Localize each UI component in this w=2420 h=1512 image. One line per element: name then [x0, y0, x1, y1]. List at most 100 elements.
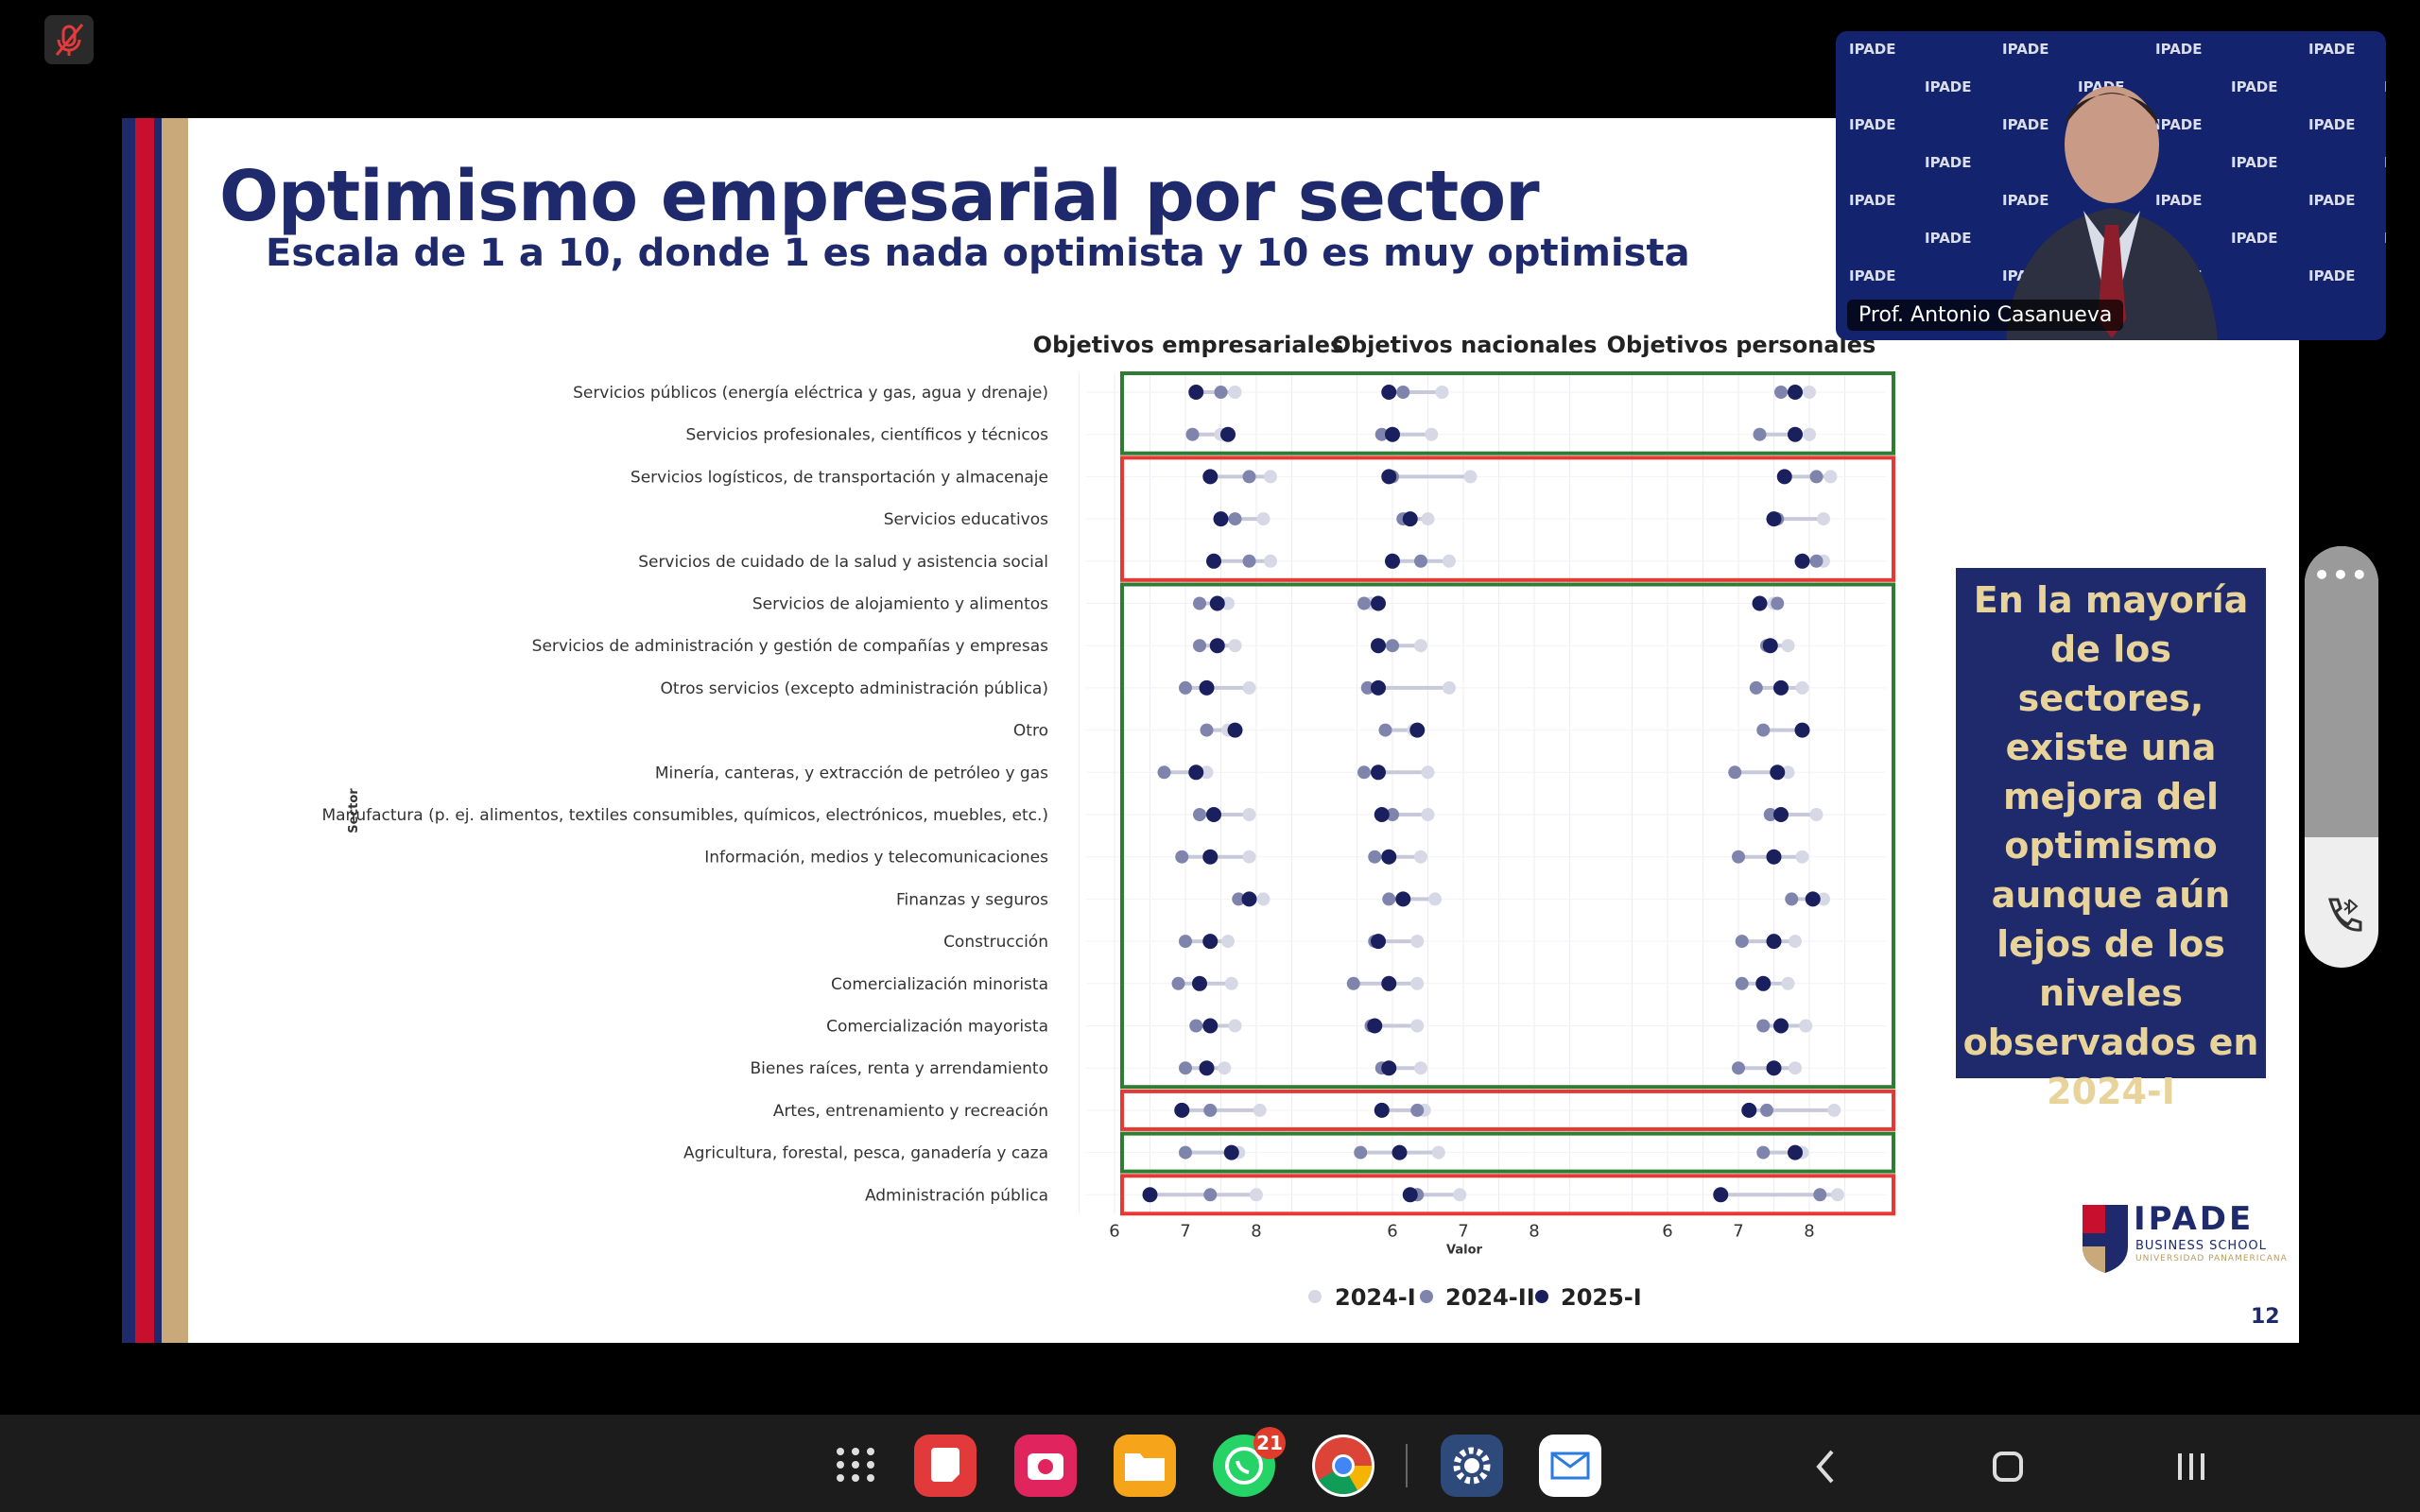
x-tick-label: 6: [1109, 1221, 1119, 1241]
data-point-2024-I: [1809, 808, 1824, 821]
sector-label: Construcción: [943, 933, 1048, 952]
files-app-icon[interactable]: [1114, 1435, 1176, 1497]
data-point-2024-II: [1368, 850, 1382, 864]
data-point-2024-I: [1817, 892, 1830, 906]
note-line: de los sectores,: [2017, 628, 2204, 719]
sector-label: Otros servicios (excepto administración …: [660, 679, 1048, 698]
data-point-2025-I: [1713, 1187, 1729, 1203]
slide-stripe-navy: [122, 118, 135, 1343]
data-point-2025-I: [1381, 975, 1397, 991]
more-options-icon[interactable]: •••: [2313, 559, 2370, 591]
note-line: lejos de los: [1996, 923, 2225, 965]
data-point-2025-I: [1392, 1144, 1408, 1160]
slide-stripe-navy-2: [154, 118, 162, 1343]
data-point-2025-I: [1142, 1187, 1158, 1203]
data-point-2024-II: [1756, 723, 1771, 737]
data-point-2024-I: [1250, 1188, 1263, 1202]
data-point-2025-I: [1788, 1144, 1803, 1160]
data-point-2025-I: [1794, 553, 1810, 569]
data-point-2025-I: [1371, 638, 1386, 654]
backdrop-logo-text: IPADE: [2002, 116, 2049, 133]
legend-label-2024-I: 2024-I: [1335, 1284, 1416, 1311]
data-point-2024-II: [1179, 680, 1192, 695]
x-tick-label: 8: [1529, 1221, 1539, 1241]
mic-muted-icon[interactable]: [44, 15, 94, 64]
backdrop-logo-text: IPADE: [1925, 154, 1972, 171]
data-point-2025-I: [1223, 1144, 1239, 1160]
backdrop-logo-text: IPADE: [1849, 267, 1896, 284]
camera-app-icon[interactable]: [1014, 1435, 1077, 1497]
data-point-2024-II: [1346, 976, 1360, 990]
slide-title: Optimismo empresarial por sector: [219, 156, 1540, 237]
data-point-2024-II: [1382, 892, 1396, 906]
data-point-2024-I: [1224, 976, 1238, 990]
data-point-2024-II: [1242, 554, 1256, 568]
x-tick-label: 8: [1804, 1221, 1814, 1241]
data-point-2024-II: [1809, 470, 1824, 484]
data-point-2024-I: [1256, 512, 1270, 526]
data-point-2025-I: [1202, 934, 1219, 950]
data-point-2024-II: [1357, 596, 1371, 610]
data-point-2024-I: [1463, 470, 1478, 484]
data-point-2024-II: [1785, 892, 1799, 906]
x-tick-label: 6: [1662, 1221, 1672, 1241]
backdrop-logo-text: IPADE: [2308, 116, 2356, 133]
mail-app-icon[interactable]: [1539, 1435, 1601, 1497]
note-line: mejora del: [2002, 776, 2220, 817]
data-point-2024-I: [1781, 765, 1795, 780]
data-point-2025-I: [1367, 1018, 1383, 1034]
note-line: En la mayoría: [1973, 579, 2249, 621]
settings-app-icon[interactable]: [1441, 1435, 1503, 1497]
sector-label: Comercialización minorista: [831, 975, 1048, 994]
participant-video[interactable]: IPADE IPADE IPADE IPADE IPADE IPADE IPADE IPADE…: [1836, 31, 2386, 340]
sector-label: Servicios de alojamiento y alimentos: [752, 595, 1048, 614]
data-point-2024-I: [1795, 850, 1809, 864]
backdrop-logo-text: IPADE: [2002, 41, 2049, 58]
data-point-2025-I: [1395, 891, 1411, 907]
data-point-2025-I: [1188, 385, 1204, 400]
recent-apps-nav-icon[interactable]: [2163, 1438, 2220, 1495]
data-point-2025-I: [1385, 426, 1400, 442]
legend-swatch-2025-I: [1535, 1290, 1548, 1303]
data-point-2025-I: [1788, 426, 1803, 442]
page-number: 12: [2251, 1305, 2280, 1329]
chrome-app-icon[interactable]: [1312, 1435, 1374, 1497]
bluetooth-call-icon[interactable]: [2305, 894, 2378, 944]
backdrop-logo-text: IPADE: [1925, 78, 1972, 95]
data-point-2024-II: [1760, 1103, 1773, 1117]
data-point-2024-I: [1831, 1188, 1844, 1202]
backdrop-logo-text: IPADE: [2308, 41, 2356, 58]
data-point-2024-II: [1414, 554, 1427, 568]
back-nav-icon[interactable]: [1798, 1438, 1855, 1495]
data-point-2024-I: [1414, 1061, 1427, 1075]
floating-side-panel[interactable]: •••: [2305, 546, 2378, 968]
data-point-2024-I: [1789, 1061, 1802, 1075]
data-point-2024-II: [1193, 639, 1206, 653]
data-point-2025-I: [1371, 679, 1386, 696]
data-point-2024-II: [1763, 808, 1777, 821]
data-point-2025-I: [1199, 1060, 1215, 1076]
data-point-2024-II: [1214, 386, 1228, 399]
data-point-2024-II: [1157, 765, 1171, 780]
sector-label: Comercialización mayorista: [826, 1018, 1048, 1037]
data-point-2024-II: [1232, 892, 1246, 906]
app-drawer-icon[interactable]: [827, 1436, 884, 1493]
highlight-box-green: [1120, 371, 1895, 455]
participant-name: Prof. Antonio Casanueva: [1847, 300, 2124, 331]
home-nav-icon[interactable]: [1979, 1438, 2036, 1495]
backdrop-logo-text: IPADE: [1849, 192, 1896, 209]
x-axis-label: Valor: [1446, 1243, 1483, 1257]
data-point-2024-II: [1735, 935, 1749, 949]
notes-app-icon[interactable]: [914, 1435, 977, 1497]
note-line: observados en: [1962, 1022, 2259, 1063]
data-point-2025-I: [1202, 469, 1219, 485]
data-point-2024-I: [1781, 639, 1795, 653]
data-point-2025-I: [1199, 679, 1215, 696]
legend-label-2025-I: 2025-I: [1561, 1284, 1642, 1311]
data-point-2025-I: [1773, 679, 1789, 696]
legend-swatch-2024-I: [1308, 1290, 1322, 1303]
data-point-2025-I: [1209, 638, 1225, 654]
data-point-2024-I: [1228, 386, 1242, 399]
data-point-2024-II: [1396, 386, 1410, 399]
data-point-2025-I: [1220, 426, 1236, 442]
